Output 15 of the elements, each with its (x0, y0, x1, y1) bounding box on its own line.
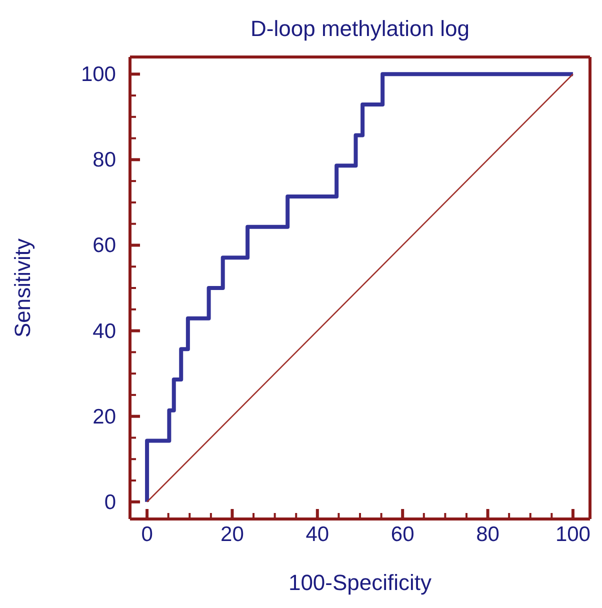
x-tick-label: 60 (390, 523, 414, 546)
x-tick-label: 80 (476, 523, 500, 546)
y-tick-label: 60 (92, 234, 116, 258)
x-tick-label: 20 (220, 523, 244, 546)
x-tick-label: 40 (306, 523, 330, 546)
y-axis-title: Sensitivity (10, 238, 35, 338)
chart-title: D-loop methylation log (250, 16, 470, 42)
x-axis-title: 100-Specificity (288, 570, 432, 595)
y-tick-label: 20 (92, 405, 116, 428)
x-tick-label: 100 (555, 523, 590, 546)
y-tick-label: 100 (80, 63, 116, 86)
x-tick-label: 0 (141, 523, 153, 546)
y-tick-label: 80 (92, 148, 116, 172)
y-tick-label: 40 (92, 320, 116, 343)
y-tick-label: 0 (104, 490, 116, 514)
